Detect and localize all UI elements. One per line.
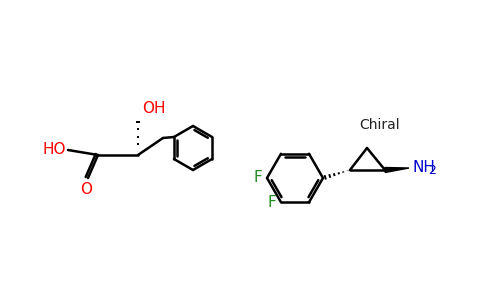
Text: Chiral: Chiral (360, 118, 400, 132)
Text: F: F (267, 195, 276, 210)
Text: OH: OH (142, 101, 166, 116)
Text: F: F (253, 170, 262, 185)
Text: 2: 2 (428, 164, 436, 178)
Text: HO: HO (43, 142, 66, 158)
Polygon shape (385, 167, 409, 172)
Text: NH: NH (412, 160, 435, 175)
Text: O: O (80, 182, 92, 197)
